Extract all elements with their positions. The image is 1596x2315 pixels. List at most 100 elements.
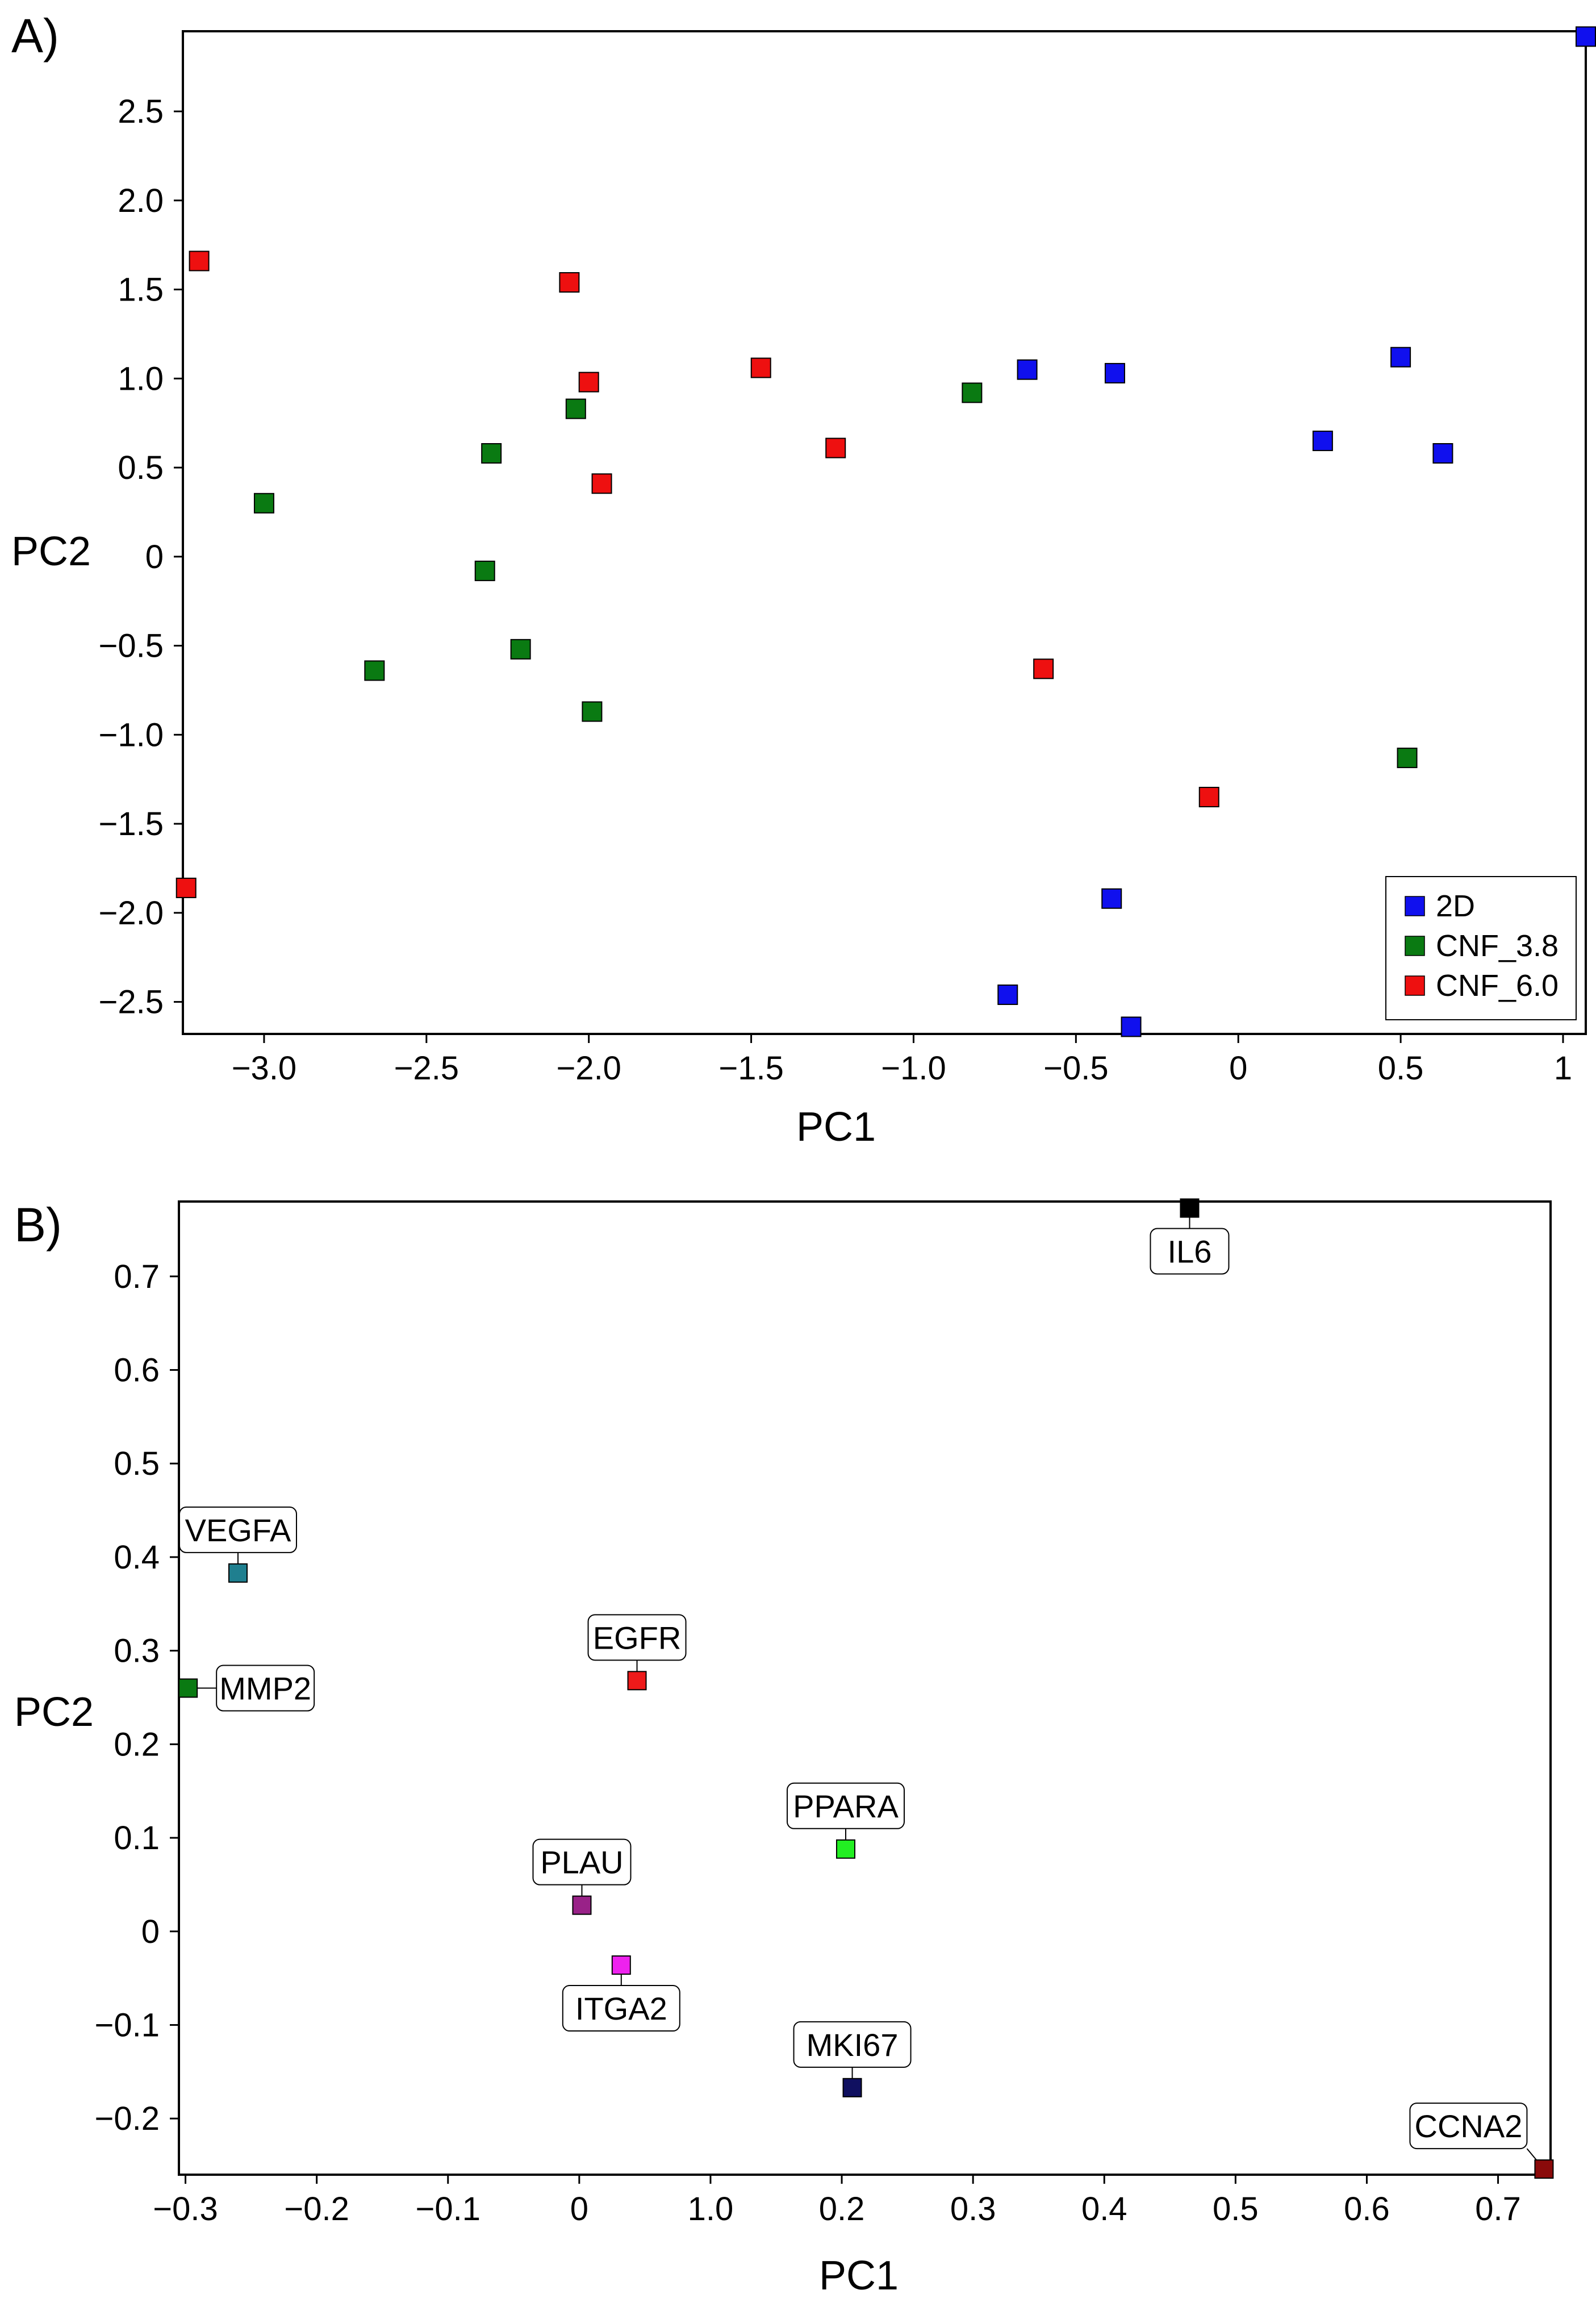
data-point-2d (1101, 888, 1122, 909)
x-tick-label: −0.2 (284, 2191, 349, 2228)
gene-point-mmp2: MMP2 (178, 1665, 315, 1712)
data-point-2d (1432, 443, 1453, 464)
panel-b-scatter-chart: B) −0.3 −0.2 −0.1 0 1.0 0.2 0.3 0.4 0.5 0.6 0.7 0.7… (14, 1198, 1554, 2299)
gene-label-box (786, 1782, 905, 1829)
y-tick-label: 1.5 (118, 272, 164, 308)
data-point-cnf-6-0 (825, 437, 846, 458)
data-point-2d (1017, 359, 1038, 380)
data-point-marker (228, 1563, 248, 1583)
data-point-cnf-6-0 (1198, 787, 1219, 808)
data-point-marker (572, 1895, 592, 1915)
x-tick-label: −0.3 (153, 2191, 218, 2228)
data-point-cnf-3-8 (253, 493, 274, 514)
y-tick-label: 0.5 (114, 1445, 160, 1482)
legend-label-2d: 2D (1436, 889, 1475, 923)
data-point-marker (1534, 2159, 1554, 2179)
data-point-cnf-6-0 (750, 357, 771, 378)
y-tick-label: −2.5 (99, 984, 164, 1021)
data-point-cnf-3-8 (481, 443, 502, 464)
gene-label-text: CCNA2 (1415, 2108, 1523, 2144)
data-point-marker (1180, 1198, 1200, 1218)
y-tick-label: 0.5 (118, 449, 164, 486)
data-point-cnf-6-0 (189, 251, 210, 272)
data-point-cnf-3-8 (474, 560, 495, 581)
gene-label-box (532, 1838, 632, 1886)
data-point-cnf-3-8 (510, 639, 531, 660)
gene-point-vegfa: VEGFA (178, 1506, 297, 1583)
data-point-2d (997, 985, 1018, 1006)
gene-label-text: VEGFA (185, 1512, 291, 1548)
data-point-marker (842, 2078, 862, 2097)
x-tick-label: 1 (1554, 1050, 1572, 1087)
y-tick-label: −1.5 (99, 806, 164, 842)
y-tick-label: 0.3 (114, 1633, 160, 1670)
gene-label-text: MKI67 (807, 2027, 899, 2063)
x-tick-label: −0.1 (416, 2191, 481, 2228)
gene-label-text: PLAU (540, 1845, 623, 1880)
data-point-cnf-3-8 (582, 701, 603, 722)
gene-point-ccna2: CCNA2 (1409, 2103, 1554, 2179)
gene-label-text: MMP2 (219, 1671, 311, 1707)
x-tick-label: 0 (570, 2191, 588, 2228)
panel-a-plot-frame (182, 30, 1587, 1035)
data-point-cnf-3-8 (1397, 748, 1418, 769)
data-point-cnf-6-0 (559, 272, 580, 293)
x-tick-label: −1.0 (881, 1050, 946, 1087)
y-tick-label: −2.0 (99, 895, 164, 932)
gene-label-box (562, 1985, 680, 2032)
x-tick-label: 0 (1229, 1050, 1247, 1087)
panel-b-y-axis-title: PC2 (14, 1690, 94, 1735)
y-tick-label: 0.6 (114, 1352, 160, 1388)
x-tick-label: −3.0 (232, 1050, 297, 1087)
x-tick-label: 0.7 (1475, 2191, 1521, 2228)
data-point-cnf-6-0 (591, 473, 612, 494)
y-tick-label: 0.1 (114, 1820, 160, 1857)
x-tick-label: 0.3 (950, 2191, 996, 2228)
gene-point-il6: IL6 (1150, 1198, 1230, 1275)
data-point-2d (1312, 431, 1333, 452)
y-tick-label: 1.0 (118, 360, 164, 397)
y-tick-label: −0.2 (95, 2100, 160, 2137)
data-point-2d (1576, 26, 1596, 47)
gene-label-box (1409, 2103, 1528, 2150)
gene-label-text: PPARA (793, 1788, 899, 1824)
data-point-marker (627, 1671, 647, 1691)
gene-point-mki67: MKI67 (793, 2021, 912, 2097)
x-tick-label: −2.5 (394, 1050, 459, 1087)
y-tick-label: −0.1 (95, 2007, 160, 2043)
x-tick-label: 0.6 (1344, 2191, 1390, 2228)
data-point-cnf-3-8 (565, 398, 586, 419)
data-point-2d (1121, 1016, 1142, 1037)
y-tick-label: −0.5 (99, 628, 164, 665)
x-tick-label: −1.5 (718, 1050, 784, 1087)
gene-point-ppara: PPARA (786, 1782, 905, 1859)
gene-point-itga2: ITGA2 (562, 1955, 680, 2032)
legend-label-cnf-6-0: CNF_6.0 (1436, 969, 1559, 1003)
data-point-2d (1390, 347, 1411, 368)
gene-label-text: ITGA2 (575, 1991, 667, 2026)
y-tick-label: 0 (145, 539, 164, 575)
gene-label-box (216, 1665, 315, 1712)
data-point-marker (178, 1678, 198, 1698)
panel-b-x-axis-title: PC1 (819, 2253, 899, 2299)
y-tick-label: 0.7 (114, 1258, 160, 1295)
y-tick-label: 0.4 (114, 1539, 160, 1576)
data-point-cnf-3-8 (364, 660, 385, 681)
x-tick-label: −2.0 (556, 1050, 621, 1087)
gene-point-plau: PLAU (532, 1838, 632, 1915)
y-tick-label: 0 (141, 1913, 160, 1950)
x-tick-label: −0.5 (1043, 1050, 1109, 1087)
gene-label-box (587, 1614, 687, 1661)
data-point-marker (835, 1839, 855, 1859)
gene-label-box (793, 2021, 912, 2068)
panel-a-x-axis-title: PC1 (796, 1104, 876, 1150)
gene-label-box (178, 1506, 297, 1553)
panel-a-y-axis-title: PC2 (11, 529, 91, 574)
panel-a-label: A) (11, 9, 59, 62)
panel-b-label: B) (14, 1198, 62, 1252)
legend-swatch-cnf-3-8 (1405, 936, 1425, 956)
data-point-cnf-6-0 (1033, 658, 1054, 679)
data-point-marker (611, 1955, 631, 1975)
data-point-cnf-6-0 (578, 372, 599, 393)
